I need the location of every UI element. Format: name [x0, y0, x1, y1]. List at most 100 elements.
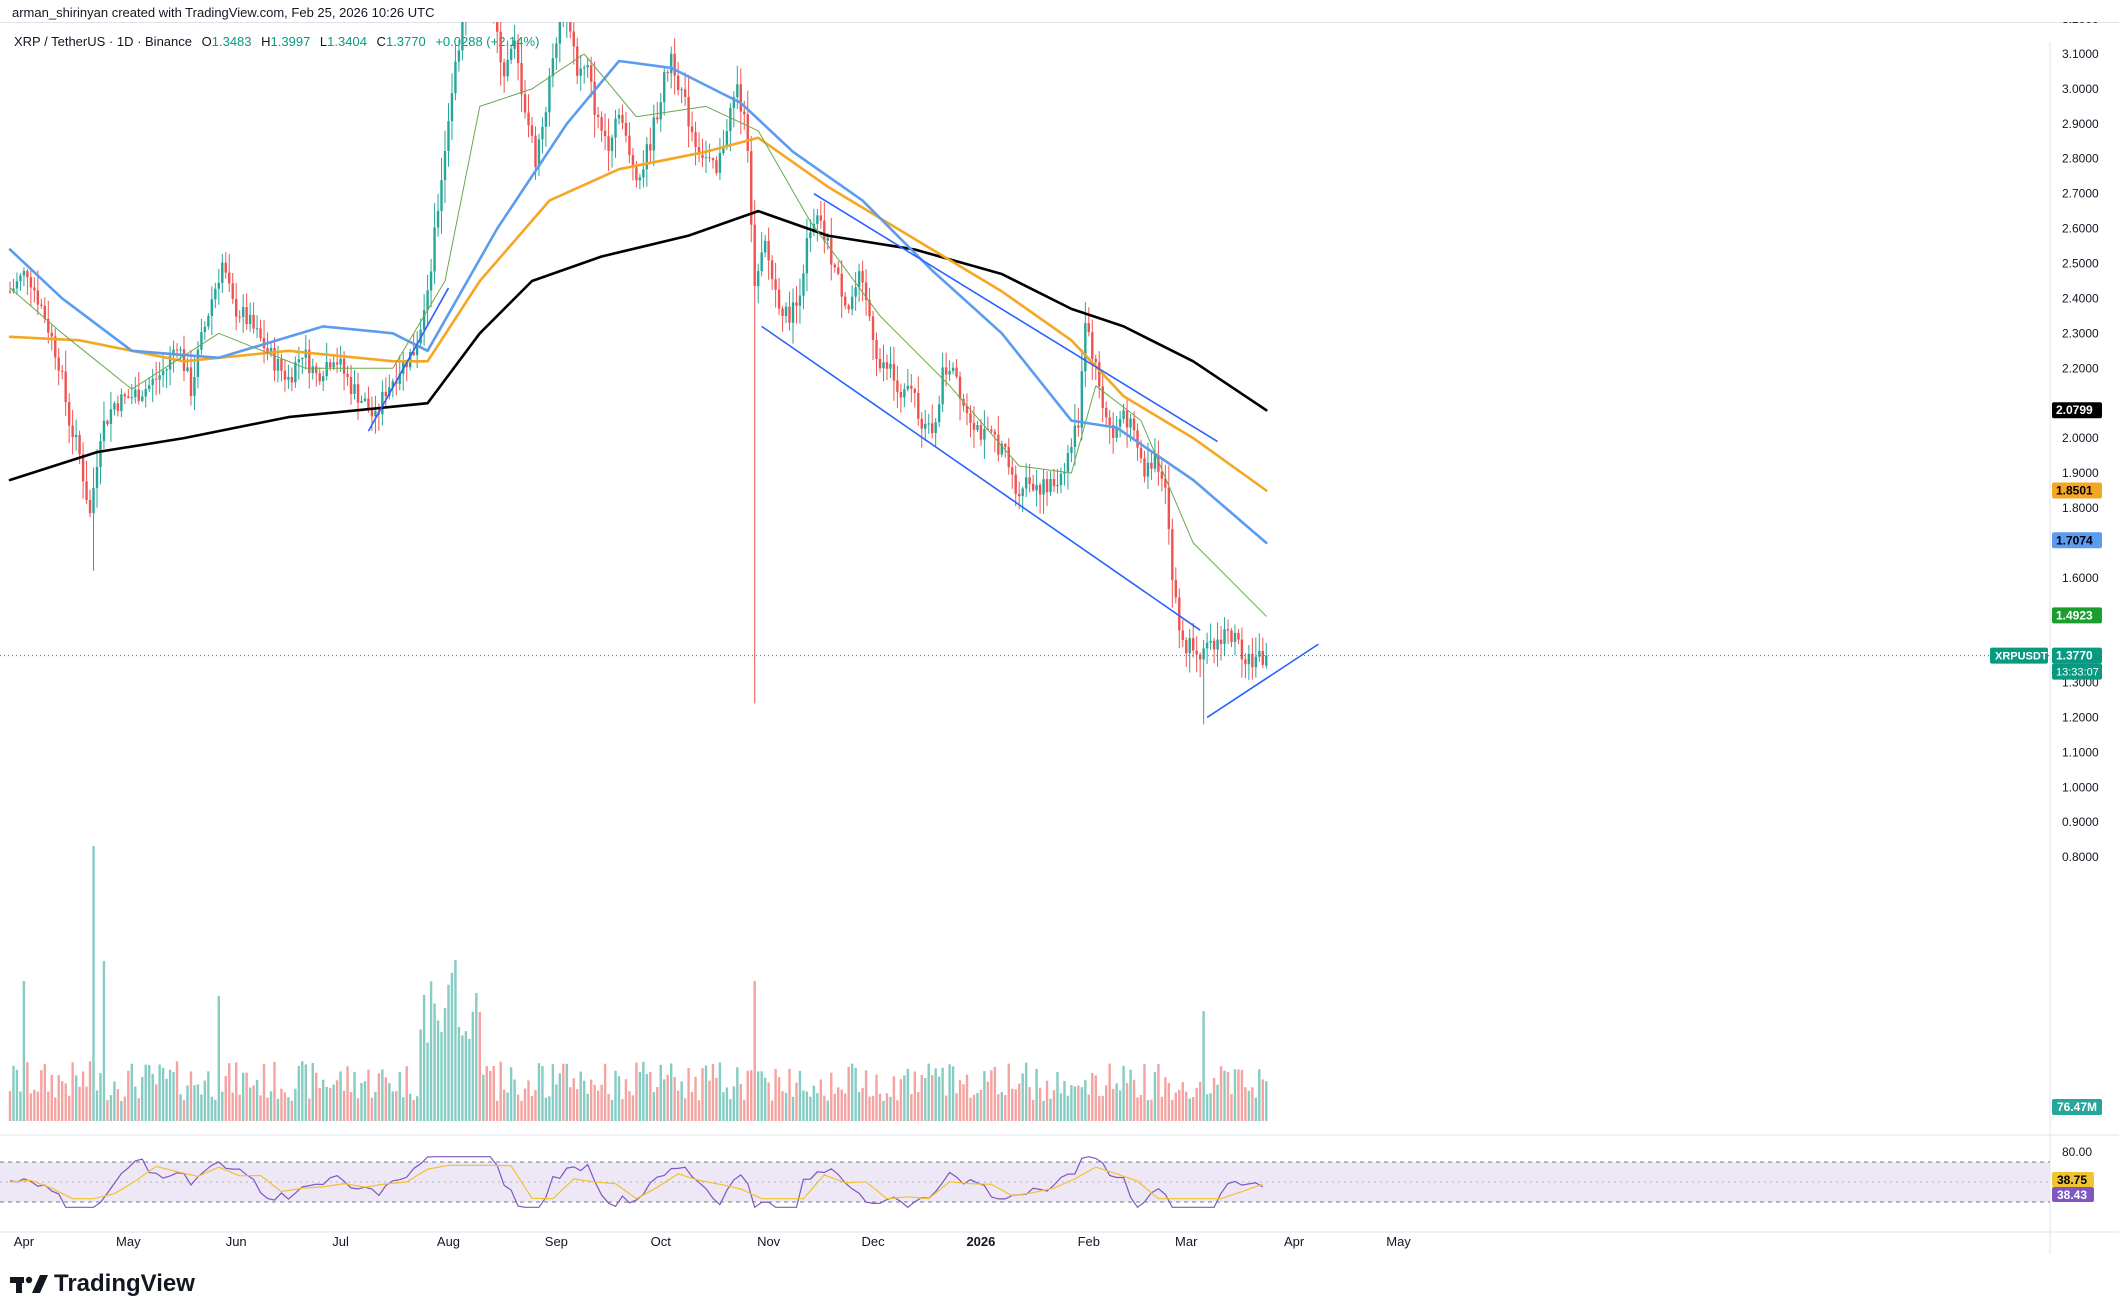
- price-chart[interactable]: 3.80003.70003.60003.50003.40003.30003.20…: [0, 22, 2119, 1272]
- candle-body: [1115, 426, 1118, 438]
- volume-label-bg: [2052, 1099, 2102, 1115]
- volume-bar: [1185, 1091, 1188, 1121]
- volume-bar: [562, 1063, 565, 1121]
- volume-bar: [332, 1084, 335, 1121]
- volume-bar: [492, 1066, 495, 1121]
- volume-bar: [74, 1075, 78, 1121]
- candle-body: [1035, 484, 1038, 491]
- candle-body: [708, 157, 711, 159]
- volume-bar: [659, 1064, 662, 1121]
- volume-bar: [725, 1087, 729, 1121]
- volume-bar: [19, 1091, 22, 1121]
- candle-body: [784, 306, 788, 316]
- candle-body: [1254, 656, 1258, 668]
- candle-body: [29, 277, 33, 288]
- candle-body: [1132, 418, 1136, 431]
- volume-bar: [1031, 1099, 1035, 1121]
- volume-label-text: 76.47M: [2057, 1100, 2097, 1114]
- candle-body: [770, 260, 774, 280]
- volume-bar: [40, 1070, 43, 1121]
- volume-bar: [1094, 1075, 1097, 1121]
- candle-body: [934, 422, 937, 434]
- volume-bar: [1247, 1090, 1251, 1121]
- volume-bar: [1136, 1097, 1139, 1121]
- volume-bar: [690, 1091, 694, 1121]
- rsi-ma-value-bg: [2052, 1172, 2094, 1187]
- candle-body: [927, 423, 930, 425]
- candle-body: [1118, 419, 1122, 427]
- volume-bar: [847, 1066, 850, 1121]
- volume-bar: [777, 1077, 781, 1121]
- volume-bar: [405, 1066, 408, 1121]
- candle-body: [530, 125, 534, 136]
- volume-bar: [569, 1087, 572, 1121]
- candle-body: [391, 381, 394, 388]
- volume-bar: [697, 1100, 701, 1121]
- candle-body: [238, 316, 241, 318]
- rsi-band: [0, 1162, 2050, 1202]
- volume-bar: [1230, 1093, 1233, 1121]
- candle-body: [179, 349, 182, 351]
- symbol-title[interactable]: XRP / TetherUS · 1D · Binance: [14, 34, 192, 49]
- volume-bar: [979, 1089, 983, 1121]
- volume-bar: [161, 1067, 165, 1121]
- volume-bar: [71, 1062, 74, 1121]
- volume-bar: [1125, 1083, 1129, 1121]
- candle-body: [290, 376, 294, 383]
- candle-body: [652, 117, 655, 151]
- volume-bar: [1209, 1093, 1212, 1121]
- volume-bar: [534, 1090, 537, 1121]
- candle-body: [273, 347, 276, 371]
- candle-body: [913, 388, 916, 393]
- volume-bar: [680, 1081, 683, 1121]
- candle-body: [241, 307, 245, 318]
- volume-bar: [948, 1064, 951, 1121]
- volume-bar: [763, 1077, 767, 1121]
- candle-body: [22, 271, 26, 276]
- candle-body: [523, 94, 527, 113]
- volume-bar: [1024, 1062, 1028, 1121]
- tradingview-logo[interactable]: TradingView: [10, 1270, 195, 1298]
- candle-body: [450, 93, 454, 122]
- volume-bar: [917, 1092, 920, 1121]
- volume-bar: [1118, 1090, 1122, 1121]
- price-tick-label: 1.9000: [2062, 466, 2099, 480]
- rsi-ma-line: [9, 1164, 1263, 1200]
- candle-body: [896, 380, 899, 392]
- candle-body: [1164, 478, 1167, 488]
- volume-bar: [123, 1096, 127, 1121]
- candle-body: [868, 300, 871, 317]
- volume-bar: [461, 1035, 464, 1121]
- candle-body: [353, 384, 356, 394]
- volume-bar: [499, 1061, 502, 1121]
- candle-body: [983, 428, 986, 440]
- candle-body: [972, 422, 976, 430]
- candle-body: [339, 358, 342, 365]
- volume-bar: [506, 1092, 509, 1121]
- volume-bar: [426, 1042, 429, 1121]
- candle-body: [1244, 659, 1247, 665]
- volume-bar: [318, 1087, 321, 1121]
- volume-bar: [645, 1074, 649, 1121]
- candle-body: [381, 391, 384, 415]
- volume-bar: [899, 1079, 903, 1121]
- volume-bar: [1139, 1095, 1143, 1121]
- volume-bar: [196, 1084, 200, 1121]
- candle-body: [228, 272, 231, 284]
- volume-bar: [767, 1082, 770, 1121]
- candle-body: [1258, 650, 1261, 657]
- volume-bar: [757, 1071, 760, 1121]
- volume-bar: [203, 1080, 207, 1121]
- volume-bar: [711, 1063, 715, 1121]
- candle-body: [993, 431, 997, 435]
- candle-body: [979, 425, 983, 440]
- candle-body: [774, 279, 777, 290]
- volume-bar: [840, 1089, 843, 1121]
- volume-bar: [189, 1071, 193, 1121]
- candle-body: [78, 434, 81, 455]
- volume-bar: [555, 1084, 558, 1121]
- volume-bar: [868, 1096, 871, 1121]
- candle-body: [1105, 407, 1108, 418]
- volume-bar: [33, 1089, 36, 1121]
- volume-bar: [986, 1081, 990, 1121]
